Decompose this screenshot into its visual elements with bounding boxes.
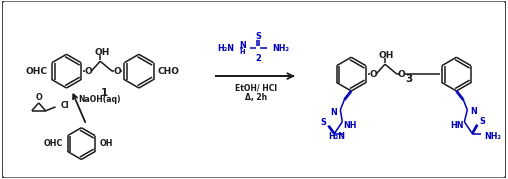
Text: EtOH/ HCl: EtOH/ HCl	[236, 84, 277, 93]
Text: O: O	[369, 70, 377, 79]
Text: 1: 1	[101, 88, 108, 98]
Text: S: S	[256, 32, 262, 41]
Text: NH₂: NH₂	[484, 132, 501, 141]
Text: OH: OH	[94, 48, 110, 57]
Text: Δ, 2h: Δ, 2h	[245, 93, 268, 102]
Text: Cl: Cl	[60, 101, 69, 110]
Text: OHC: OHC	[25, 67, 48, 76]
Text: N: N	[239, 41, 245, 50]
Text: NH: NH	[343, 121, 357, 130]
Text: H: H	[239, 49, 244, 55]
Text: 2: 2	[256, 54, 262, 63]
Text: N: N	[470, 107, 477, 116]
Text: H₂N: H₂N	[217, 44, 235, 53]
Text: O: O	[113, 67, 121, 76]
Text: OHC: OHC	[44, 139, 64, 148]
Text: S: S	[479, 117, 485, 126]
Text: 3: 3	[405, 74, 412, 84]
Text: O: O	[398, 70, 406, 79]
Text: N: N	[331, 108, 337, 117]
Text: H₂N: H₂N	[328, 132, 345, 141]
Text: O: O	[84, 67, 92, 76]
Text: CHO: CHO	[158, 67, 180, 76]
Text: OH: OH	[378, 51, 394, 60]
Text: O: O	[36, 93, 42, 102]
Text: OH: OH	[99, 139, 113, 148]
Text: NH₂: NH₂	[272, 44, 290, 53]
Text: NaOH(aq): NaOH(aq)	[78, 95, 121, 104]
Text: HN: HN	[450, 121, 463, 130]
Text: S: S	[321, 118, 327, 127]
